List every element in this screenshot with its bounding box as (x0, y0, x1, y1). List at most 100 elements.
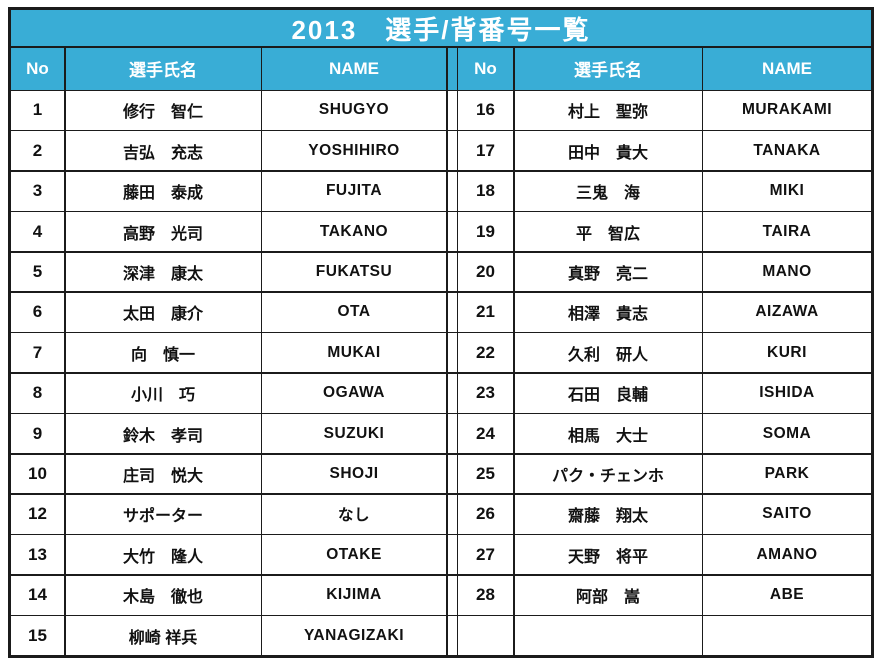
player-name-jp-cell: 修行 智仁 (65, 91, 261, 130)
row-spacer-cell (447, 454, 457, 494)
player-name-en-cell: FUKATSU (262, 252, 446, 292)
player-name-jp-cell: 高野 光司 (65, 212, 261, 252)
column-header-name-jp-left: 選手氏名 (65, 47, 261, 90)
player-name-jp-cell: 木島 徹也 (65, 575, 261, 615)
player-name-en-cell: OTA (262, 292, 446, 332)
row-spacer-cell (447, 91, 457, 130)
no-cell: 27 (458, 535, 513, 575)
page-title: 2013 選手/背番号一覧 (11, 10, 871, 46)
player-name-jp-cell: 村上 聖弥 (514, 91, 702, 130)
no-cell: 14 (11, 575, 64, 615)
no-cell: 1 (11, 91, 64, 130)
player-name-en-cell: OTAKE (262, 535, 446, 575)
player-name-en-cell: FUJITA (262, 171, 446, 211)
player-name-en-cell (703, 616, 871, 655)
player-name-jp-cell: 齋藤 翔太 (514, 494, 702, 534)
no-cell: 4 (11, 212, 64, 252)
player-name-en-cell: MUKAI (262, 333, 446, 373)
player-name-jp-cell: サポーター (65, 494, 261, 534)
player-name-en-cell: MANO (703, 252, 871, 292)
player-name-en-cell: ABE (703, 575, 871, 615)
player-name-jp-cell: 相馬 大士 (514, 414, 702, 454)
no-cell: 7 (11, 333, 64, 373)
no-cell: 9 (11, 414, 64, 454)
no-cell: 16 (458, 91, 513, 130)
player-name-en-cell: ISHIDA (703, 373, 871, 413)
column-header-name-en-left: NAME (262, 47, 446, 90)
no-cell: 5 (11, 252, 64, 292)
player-name-en-cell: MURAKAMI (703, 91, 871, 130)
player-name-jp-cell: 太田 康介 (65, 292, 261, 332)
player-name-en-cell: KURI (703, 333, 871, 373)
no-cell: 18 (458, 171, 513, 211)
player-name-en-cell: TANAKA (703, 131, 871, 171)
column-header-name-jp-right: 選手氏名 (514, 47, 702, 90)
player-name-jp-cell: 鈴木 孝司 (65, 414, 261, 454)
player-name-en-cell: AIZAWA (703, 292, 871, 332)
player-name-jp-cell: 庄司 悦大 (65, 454, 261, 494)
player-name-jp-cell: 深津 康太 (65, 252, 261, 292)
player-name-jp-cell: 藤田 泰成 (65, 171, 261, 211)
no-cell: 20 (458, 252, 513, 292)
no-cell: 8 (11, 373, 64, 413)
player-name-jp-cell: 田中 貴大 (514, 131, 702, 171)
no-cell: 23 (458, 373, 513, 413)
player-name-en-cell: KIJIMA (262, 575, 446, 615)
row-spacer-cell (447, 535, 457, 575)
row-spacer-cell (447, 373, 457, 413)
column-header-no-right: No (458, 47, 513, 90)
player-name-en-cell: YOSHIHIRO (262, 131, 446, 171)
player-name-jp-cell: 平 智広 (514, 212, 702, 252)
player-name-en-cell: MIKI (703, 171, 871, 211)
no-cell: 25 (458, 454, 513, 494)
player-name-jp-cell: 石田 良輔 (514, 373, 702, 413)
no-cell: 2 (11, 131, 64, 171)
no-cell: 21 (458, 292, 513, 332)
no-cell: 13 (11, 535, 64, 575)
player-name-en-cell: SOMA (703, 414, 871, 454)
player-name-en-cell: SUZUKI (262, 414, 446, 454)
player-name-en-cell: OGAWA (262, 373, 446, 413)
player-name-jp-cell: 天野 将平 (514, 535, 702, 575)
no-cell: 15 (11, 616, 64, 655)
no-cell: 22 (458, 333, 513, 373)
row-spacer-cell (447, 252, 457, 292)
player-name-en-cell: SHUGYO (262, 91, 446, 130)
player-name-jp-cell: 真野 亮二 (514, 252, 702, 292)
row-spacer-cell (447, 575, 457, 615)
player-name-jp-cell: 相澤 貴志 (514, 292, 702, 332)
player-name-jp-cell (514, 616, 702, 655)
row-spacer-cell (447, 171, 457, 211)
row-spacer-cell (447, 414, 457, 454)
no-cell: 28 (458, 575, 513, 615)
player-name-en-cell: TAIRA (703, 212, 871, 252)
player-name-jp-cell: 吉弘 充志 (65, 131, 261, 171)
row-spacer-cell (447, 212, 457, 252)
player-name-jp-cell: 久利 研人 (514, 333, 702, 373)
no-cell: 3 (11, 171, 64, 211)
no-cell: 17 (458, 131, 513, 171)
no-cell (458, 616, 513, 655)
player-name-jp-cell: 柳崎 祥兵 (65, 616, 261, 655)
row-spacer-cell (447, 616, 457, 655)
player-name-en-cell: SHOJI (262, 454, 446, 494)
no-cell: 10 (11, 454, 64, 494)
player-name-en-cell: TAKANO (262, 212, 446, 252)
player-name-en-cell: AMANO (703, 535, 871, 575)
player-name-jp-cell: 阿部 嵩 (514, 575, 702, 615)
player-name-en-cell: PARK (703, 454, 871, 494)
header-spacer-cell (447, 47, 457, 90)
player-name-en-cell: YANAGIZAKI (262, 616, 446, 655)
player-name-jp-cell: 大竹 隆人 (65, 535, 261, 575)
no-cell: 24 (458, 414, 513, 454)
row-spacer-cell (447, 292, 457, 332)
no-cell: 12 (11, 494, 64, 534)
player-name-jp-cell: パク・チェンホ (514, 454, 702, 494)
no-cell: 6 (11, 292, 64, 332)
no-cell: 26 (458, 494, 513, 534)
column-header-name-en-right: NAME (703, 47, 871, 90)
player-name-jp-cell: 小川 巧 (65, 373, 261, 413)
player-name-en-cell: なし (262, 494, 446, 534)
column-header-no-left: No (11, 47, 64, 90)
no-cell: 19 (458, 212, 513, 252)
